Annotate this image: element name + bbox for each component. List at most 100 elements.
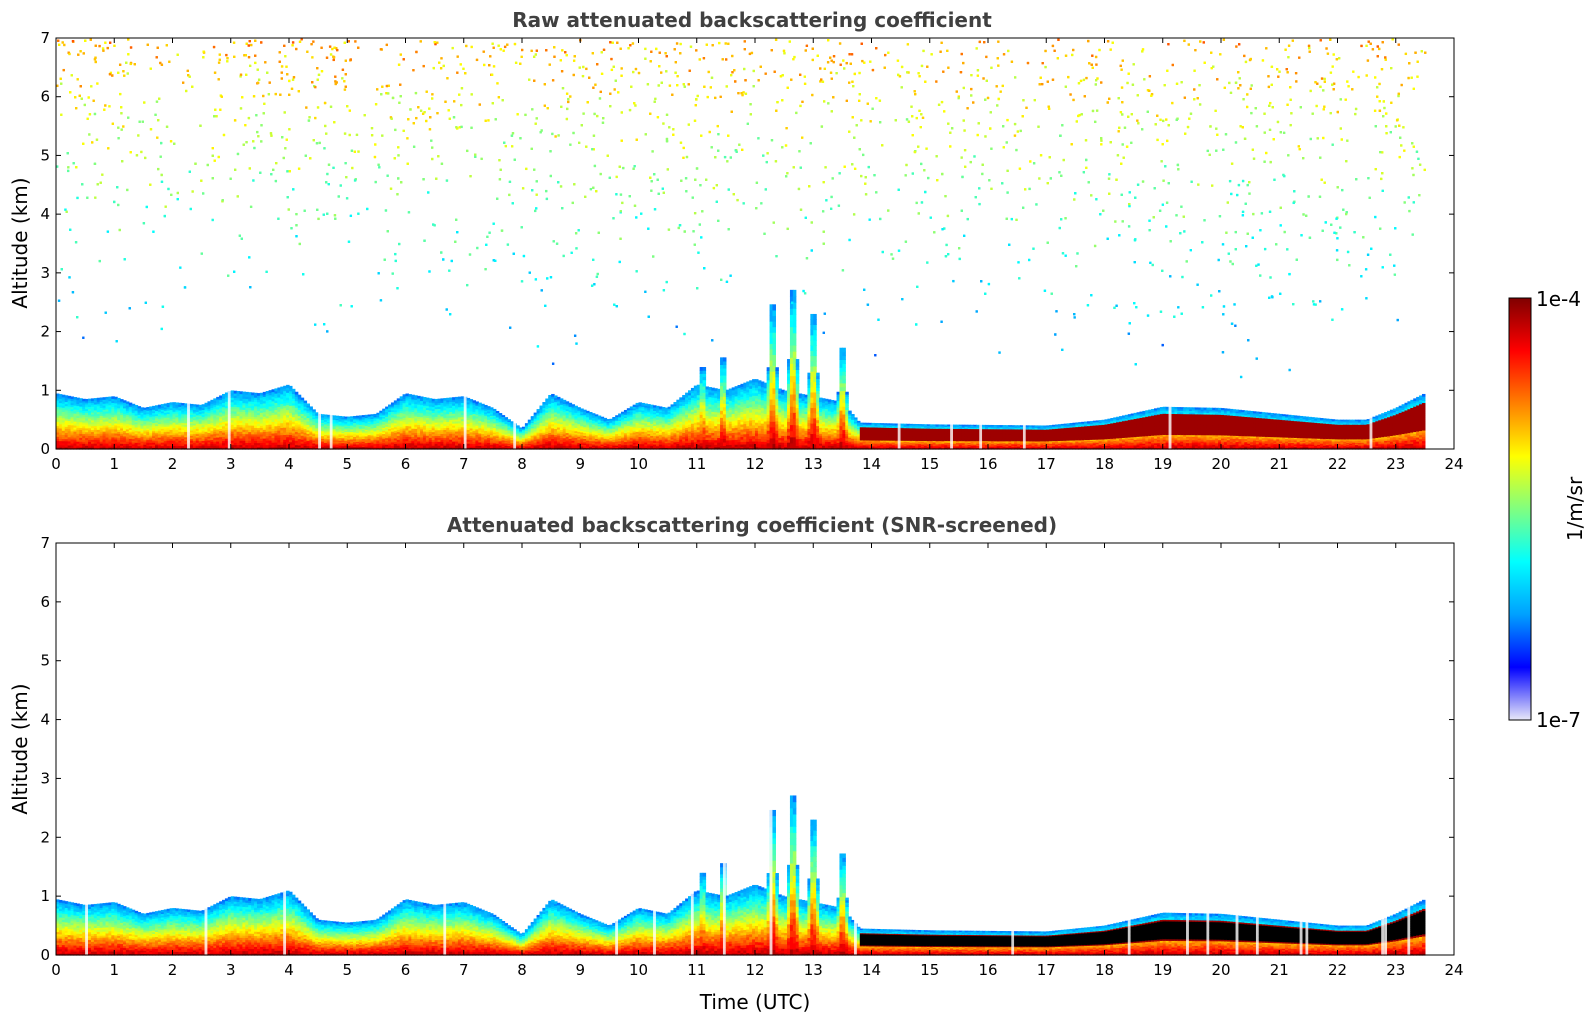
heatmap-cell bbox=[326, 439, 331, 442]
heatmap-cell bbox=[297, 415, 302, 419]
heatmap-cell bbox=[411, 436, 415, 440]
heatmap-cell bbox=[146, 429, 150, 432]
heatmap-cell bbox=[102, 401, 107, 404]
heatmap-cell bbox=[219, 444, 223, 448]
heatmap-cell bbox=[120, 443, 124, 446]
heatmap-cell bbox=[160, 442, 165, 445]
heatmap-cell bbox=[166, 408, 171, 411]
heatmap-cell bbox=[192, 428, 197, 431]
heatmap-cell bbox=[332, 421, 337, 424]
heatmap-cell bbox=[262, 398, 267, 402]
heatmap-cell bbox=[88, 441, 92, 444]
heatmap-cell bbox=[85, 431, 89, 435]
heatmap-cell bbox=[382, 430, 386, 433]
heatmap-cell bbox=[411, 407, 415, 410]
heatmap-cell bbox=[219, 440, 223, 444]
heatmap-cell bbox=[201, 435, 206, 438]
heatmap-cell bbox=[446, 445, 450, 448]
heatmap-cell bbox=[67, 442, 72, 446]
heatmap-cell bbox=[411, 428, 415, 431]
heatmap-cell bbox=[134, 435, 139, 438]
heatmap-cell bbox=[347, 429, 351, 431]
heatmap-cell bbox=[452, 435, 456, 438]
heatmap-cell bbox=[268, 428, 273, 432]
heatmap-cell bbox=[169, 441, 174, 445]
heatmap-cell bbox=[309, 422, 313, 426]
heatmap-cell bbox=[262, 402, 267, 406]
heatmap-cell bbox=[443, 425, 447, 429]
heatmap-cell bbox=[265, 444, 270, 448]
heatmap-cell bbox=[431, 435, 436, 439]
heatmap-cell bbox=[88, 421, 92, 425]
heatmap-cell bbox=[323, 419, 328, 422]
heatmap-cell bbox=[274, 400, 278, 403]
heatmap-cell bbox=[291, 446, 296, 450]
heatmap-cell bbox=[300, 397, 305, 401]
heatmap-cell bbox=[222, 423, 226, 427]
heatmap-cell bbox=[309, 408, 313, 411]
heatmap-cell bbox=[155, 420, 159, 423]
heatmap-cell bbox=[181, 424, 185, 427]
heatmap-cell bbox=[169, 409, 174, 412]
heatmap-cell bbox=[434, 425, 439, 429]
heatmap-cell bbox=[90, 441, 95, 444]
heatmap-cell bbox=[422, 397, 427, 400]
heatmap-cell bbox=[280, 417, 284, 421]
heatmap-cell bbox=[73, 427, 77, 430]
heatmap-cell bbox=[163, 443, 168, 447]
heatmap-cell bbox=[422, 425, 427, 428]
heatmap-cell bbox=[175, 427, 179, 430]
heatmap-cell bbox=[172, 441, 177, 445]
heatmap-cell bbox=[61, 407, 66, 410]
heatmap-cell bbox=[213, 415, 217, 419]
heatmap-cell bbox=[242, 420, 246, 424]
heatmap-cell bbox=[289, 441, 293, 445]
heatmap-cell bbox=[140, 423, 144, 426]
heatmap-cell bbox=[350, 416, 354, 419]
heatmap-cell bbox=[373, 435, 377, 438]
heatmap-cell bbox=[172, 405, 177, 409]
heatmap-cell bbox=[405, 402, 410, 405]
heatmap-cell bbox=[390, 416, 395, 420]
heatmap-cell bbox=[431, 416, 436, 419]
heatmap-cell bbox=[122, 441, 127, 444]
heatmap-cell bbox=[414, 422, 418, 425]
heatmap-cell bbox=[79, 417, 83, 421]
heatmap-cell bbox=[422, 417, 427, 420]
heatmap-cell bbox=[172, 421, 177, 425]
heatmap-cell bbox=[175, 436, 179, 439]
heatmap-cell bbox=[379, 410, 383, 413]
heatmap-cell bbox=[355, 440, 360, 442]
heatmap-cell bbox=[56, 410, 60, 414]
heatmap-cell bbox=[93, 441, 98, 444]
heatmap-cell bbox=[134, 404, 139, 408]
heatmap-cell bbox=[379, 440, 383, 443]
heatmap-cell bbox=[262, 407, 267, 411]
heatmap-cell bbox=[149, 414, 153, 417]
heatmap-cell bbox=[504, 417, 509, 419]
heatmap-cell bbox=[291, 416, 296, 420]
heatmap-cell bbox=[390, 407, 395, 411]
heatmap-cell bbox=[125, 436, 130, 439]
heatmap-cell bbox=[385, 437, 389, 440]
heatmap-cell bbox=[408, 446, 412, 450]
heatmap-cell bbox=[443, 429, 447, 432]
heatmap-cell bbox=[268, 421, 273, 425]
heatmap-cell bbox=[184, 412, 188, 415]
heatmap-cell bbox=[242, 433, 246, 437]
heatmap-cell bbox=[122, 413, 127, 416]
heatmap-cell bbox=[390, 438, 395, 441]
heatmap-cell bbox=[312, 426, 316, 429]
heatmap-cell bbox=[315, 426, 319, 429]
heatmap-cell bbox=[114, 406, 118, 410]
heatmap-cell bbox=[358, 416, 363, 419]
heatmap-cell bbox=[405, 408, 410, 412]
heatmap-cell bbox=[254, 403, 258, 407]
heatmap-cell bbox=[274, 409, 278, 413]
heatmap-cell bbox=[67, 434, 72, 438]
heatmap-cell bbox=[140, 431, 144, 434]
heatmap-cell bbox=[367, 429, 372, 432]
heatmap-cell bbox=[79, 437, 83, 440]
heatmap-cell bbox=[251, 446, 255, 450]
heatmap-cell bbox=[102, 429, 107, 432]
